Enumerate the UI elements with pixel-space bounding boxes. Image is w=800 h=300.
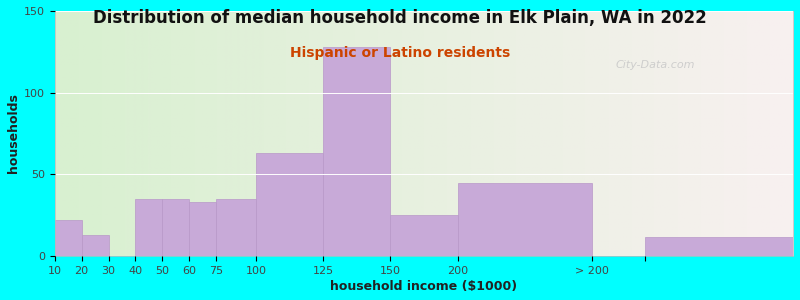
X-axis label: household income ($1000): household income ($1000) bbox=[330, 280, 518, 293]
Bar bbox=[162, 199, 189, 256]
Bar bbox=[135, 199, 162, 256]
Bar bbox=[189, 202, 216, 256]
Text: Hispanic or Latino residents: Hispanic or Latino residents bbox=[290, 46, 510, 61]
Bar bbox=[646, 236, 793, 256]
Text: City-Data.com: City-Data.com bbox=[616, 60, 695, 70]
Bar bbox=[55, 220, 82, 256]
Text: Distribution of median household income in Elk Plain, WA in 2022: Distribution of median household income … bbox=[93, 9, 707, 27]
Bar bbox=[216, 199, 256, 256]
Bar bbox=[82, 235, 109, 256]
Bar bbox=[256, 153, 323, 256]
Bar bbox=[458, 183, 592, 256]
Bar bbox=[390, 215, 458, 256]
Bar bbox=[323, 47, 390, 256]
Y-axis label: households: households bbox=[7, 94, 20, 173]
